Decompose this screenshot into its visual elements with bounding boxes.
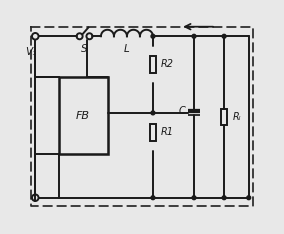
Circle shape	[192, 196, 196, 200]
Text: L: L	[124, 44, 130, 54]
Circle shape	[151, 34, 155, 38]
Circle shape	[151, 196, 155, 200]
Circle shape	[222, 196, 226, 200]
Bar	[59, 77, 108, 154]
Bar	[221, 109, 227, 125]
Text: FB: FB	[76, 111, 90, 121]
Text: Rₗ: Rₗ	[232, 112, 241, 122]
Circle shape	[151, 111, 155, 115]
Text: R1: R1	[161, 127, 174, 137]
Text: C: C	[178, 106, 185, 116]
Circle shape	[192, 34, 196, 38]
Text: S: S	[81, 44, 88, 54]
Text: R2: R2	[161, 59, 174, 69]
Bar	[150, 124, 156, 141]
Circle shape	[247, 196, 251, 200]
Circle shape	[222, 34, 226, 38]
Bar	[150, 56, 156, 73]
Text: V₁: V₁	[26, 47, 37, 57]
